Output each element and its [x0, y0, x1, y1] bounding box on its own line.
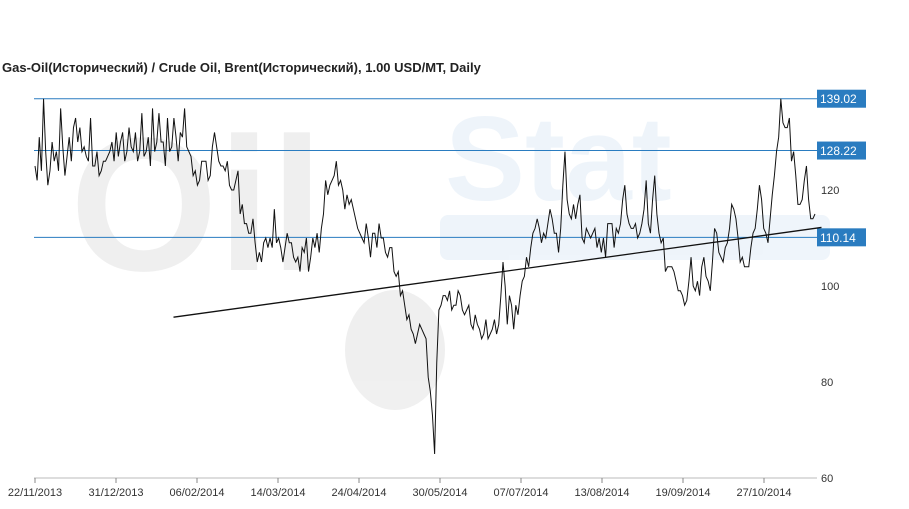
x-axis-ticks: 22/11/2013 31/12/2013 06/02/2014 14/03/2014… [8, 478, 792, 499]
y-tick-label: 80 [821, 377, 833, 389]
y-tick-label: 100 [821, 281, 839, 293]
x-tick-label: 07/07/2014 [493, 487, 548, 499]
level-label-box [817, 228, 866, 247]
x-tick-label: 31/12/2013 [88, 487, 143, 499]
level-label-box [817, 141, 866, 160]
x-tick-label: 30/05/2014 [412, 487, 467, 499]
trend-line [173, 226, 822, 318]
watermark: Oil Stat [70, 92, 830, 410]
level-label: 139.02 [820, 92, 857, 106]
chart-title: Gas-Oil(Исторический) / Crude Oil, Brent… [2, 60, 481, 75]
level-label: 110.14 [820, 231, 856, 245]
x-tick-label: 24/04/2014 [331, 487, 386, 499]
level-label: 128.22 [820, 144, 857, 158]
x-tick-label: 27/10/2014 [736, 487, 791, 499]
x-tick-label: 14/03/2014 [250, 487, 305, 499]
x-tick-label: 06/02/2014 [169, 487, 224, 499]
watermark-stat: Stat [445, 92, 672, 226]
x-tick-label: 13/08/2014 [574, 487, 629, 499]
y-axis-ticks: 60 80 100 120 [821, 185, 839, 485]
y-tick-label: 60 [821, 473, 833, 485]
x-tick-label: 19/09/2014 [655, 487, 710, 499]
series-line [34, 98, 816, 455]
y-tick-label: 120 [821, 185, 839, 197]
level-lines: 139.02 128.22 110.14 [34, 89, 866, 247]
level-label-box [817, 89, 866, 108]
watermark-oil: Oil [70, 99, 323, 311]
x-tick-label: 22/11/2013 [8, 487, 62, 499]
